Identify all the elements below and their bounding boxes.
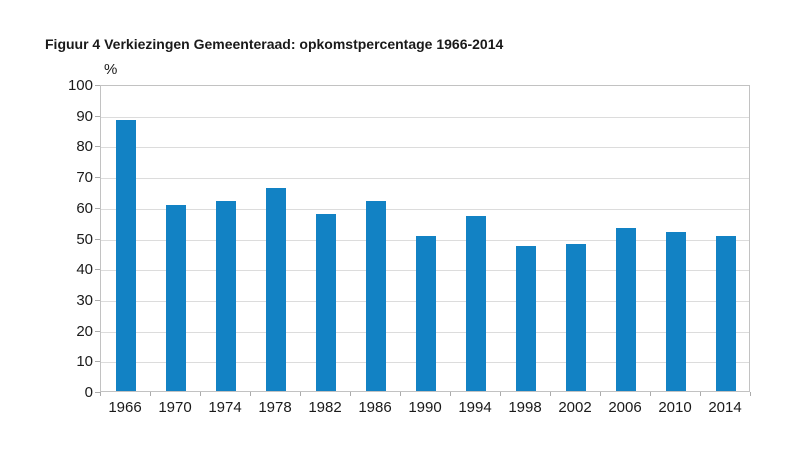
x-axis-label-1978: 1978 — [258, 399, 292, 416]
bar-2002 — [566, 244, 586, 391]
bar-1986 — [366, 201, 386, 391]
x-axis-label-2010: 2010 — [658, 399, 692, 416]
y-axis-label-80: 80 — [76, 138, 93, 155]
y-axis-tick — [95, 146, 100, 147]
gridline-80 — [101, 147, 749, 148]
x-axis-tick — [450, 392, 451, 396]
x-axis-tick — [100, 392, 101, 396]
y-axis-label-40: 40 — [76, 261, 93, 278]
y-axis-tick — [95, 361, 100, 362]
bar-1994 — [466, 216, 486, 391]
bar-1970 — [166, 205, 186, 391]
x-axis-tick — [600, 392, 601, 396]
x-axis-tick — [750, 392, 751, 396]
x-axis-tick — [200, 392, 201, 396]
bar-1974 — [216, 201, 236, 391]
y-axis-tick — [95, 239, 100, 240]
x-axis-tick — [500, 392, 501, 396]
x-axis-tick — [300, 392, 301, 396]
y-axis-label-30: 30 — [76, 292, 93, 309]
x-axis-tick — [400, 392, 401, 396]
bar-1978 — [266, 188, 286, 391]
y-axis-tick — [95, 300, 100, 301]
bar-1982 — [316, 214, 336, 391]
x-axis-label-2014: 2014 — [708, 399, 742, 416]
x-axis-tick — [700, 392, 701, 396]
bar-1966 — [116, 120, 136, 391]
y-axis-unit-label: % — [104, 61, 118, 78]
gridline-90 — [101, 117, 749, 118]
x-axis-label-1990: 1990 — [408, 399, 442, 416]
x-axis-label-1974: 1974 — [208, 399, 242, 416]
y-axis-tick — [95, 116, 100, 117]
y-axis-label-60: 60 — [76, 200, 93, 217]
x-axis-tick — [650, 392, 651, 396]
y-axis-label-50: 50 — [76, 231, 93, 248]
x-axis-label-1994: 1994 — [458, 399, 492, 416]
bar-1990 — [416, 236, 436, 391]
y-axis-label-90: 90 — [76, 108, 93, 125]
gridline-70 — [101, 178, 749, 179]
x-axis-label-1998: 1998 — [508, 399, 542, 416]
y-axis-tick — [95, 85, 100, 86]
x-axis-label-1982: 1982 — [308, 399, 342, 416]
bar-1998 — [516, 246, 536, 391]
bar-2006 — [616, 228, 636, 391]
x-axis-label-2006: 2006 — [608, 399, 642, 416]
x-axis-tick — [150, 392, 151, 396]
bar-2010 — [666, 232, 686, 391]
x-axis-label-1986: 1986 — [358, 399, 392, 416]
x-axis-tick — [550, 392, 551, 396]
bar-2014 — [716, 236, 736, 391]
y-axis-tick — [95, 331, 100, 332]
gridline-60 — [101, 209, 749, 210]
y-axis-label-100: 100 — [67, 77, 93, 94]
plot-area — [100, 85, 750, 392]
y-axis-tick — [95, 177, 100, 178]
y-axis-label-70: 70 — [76, 169, 93, 186]
x-axis-tick — [250, 392, 251, 396]
y-axis-label-10: 10 — [76, 353, 93, 370]
y-axis-tick — [95, 269, 100, 270]
x-axis-label-1970: 1970 — [158, 399, 192, 416]
y-axis-label-0: 0 — [84, 384, 93, 401]
y-axis-tick — [95, 392, 100, 393]
x-axis-tick — [350, 392, 351, 396]
x-axis-label-2002: 2002 — [558, 399, 592, 416]
x-axis-label-1966: 1966 — [108, 399, 142, 416]
y-axis-label-20: 20 — [76, 323, 93, 340]
y-axis-tick — [95, 208, 100, 209]
chart-title: Figuur 4 Verkiezingen Gemeenteraad: opko… — [45, 36, 504, 52]
